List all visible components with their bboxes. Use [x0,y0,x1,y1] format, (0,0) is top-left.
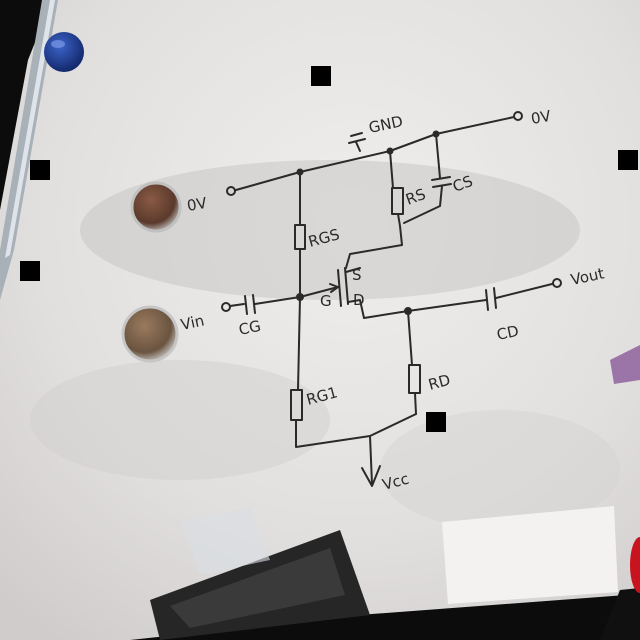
coin-magnet-top [130,181,182,233]
redaction-block [426,412,446,432]
label-vin: Vin [179,311,206,334]
vin-wire [229,303,245,307]
label-0v-left: 0V [186,194,209,215]
junction-dot [296,168,304,176]
redaction-block [618,150,638,170]
terminal-0v-left [226,186,236,196]
board-edge-shadow [600,588,640,640]
junction-dot [386,147,394,155]
vcc-wire [369,435,373,485]
mosfet-source-lead [345,267,361,273]
vcc-arrow [361,465,381,487]
cg-wire [254,296,301,305]
mosfet-drain-lead [347,299,409,319]
board-shadow [30,360,330,480]
label-cg: CG [237,317,262,339]
keyboard-silhouette [170,548,345,628]
board-shadow [80,160,580,300]
keyboard-reflection [180,508,270,575]
junction-dot [432,130,440,138]
paper-sheet [442,506,618,604]
label-cs: CS [450,172,475,196]
magnet-icon [44,32,84,72]
coin-magnet-bottom [121,305,179,363]
circuit-schematic [221,111,562,487]
mosfet-gate-wire [299,286,339,298]
rd-wire-top [407,310,413,366]
lower-left-wire [297,296,301,391]
rs-wire-top [389,150,394,189]
label-rs: RS [403,185,428,209]
board-frame-highlight [5,0,55,258]
magnet-highlight [51,40,65,48]
rs-wire-bottom [345,213,403,269]
label-cd: CD [495,322,520,344]
mosfet-channel [344,267,349,305]
red-object [630,537,640,593]
terminal-0v-top [513,111,523,121]
vout-wire-2 [495,283,553,299]
cs-wire-top [435,133,441,179]
purple-object [610,345,640,384]
rd-wire-bottom [414,392,417,415]
label-terminal-s: S [352,266,362,284]
bottom-wire [295,413,417,448]
label-rd: RD [426,371,452,394]
redaction-block [311,66,331,86]
terminal-vout [552,278,562,288]
gnd-symbol [348,132,366,152]
junction-dot [404,307,412,315]
redaction-block [20,261,40,281]
cs-wire-bottom [403,185,443,224]
label-0v-top: 0V [530,107,553,128]
label-terminal-g: G [320,292,332,310]
mosfet-gate-plate [337,269,342,307]
terminal-vin [221,302,231,312]
vout-wire [407,299,487,312]
mosfet-arrow [329,283,339,293]
junction-dot [296,293,304,301]
label-terminal-d: D [353,291,365,309]
redaction-block [30,160,50,180]
board-shadow [380,410,620,530]
